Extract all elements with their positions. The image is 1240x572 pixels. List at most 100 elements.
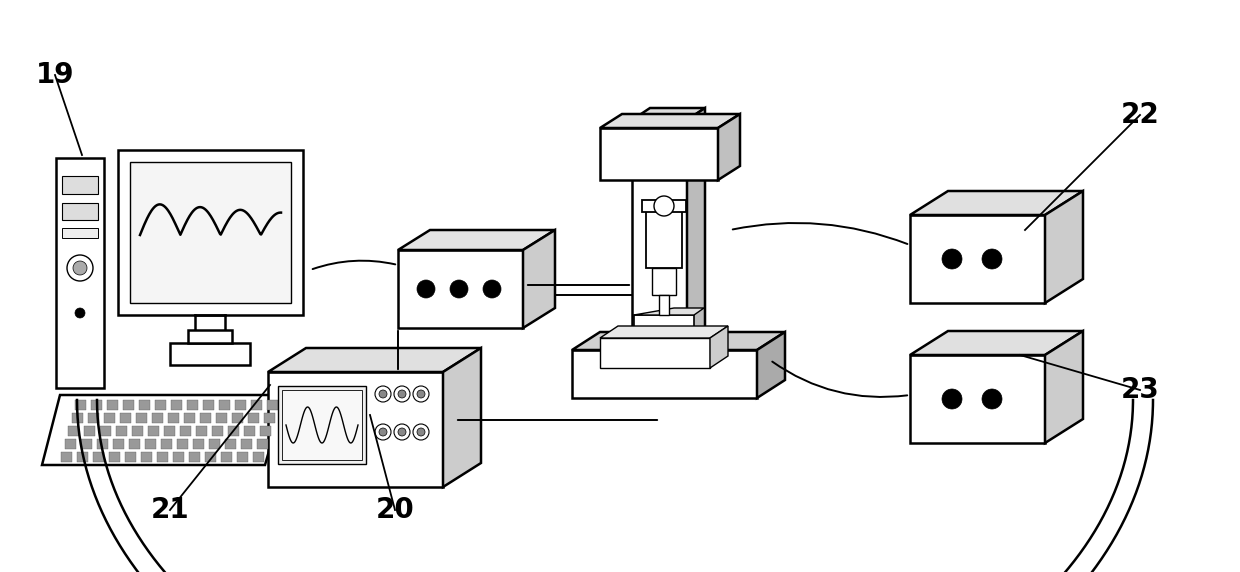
Polygon shape: [167, 413, 179, 423]
Polygon shape: [910, 215, 1045, 303]
Polygon shape: [72, 413, 83, 423]
Polygon shape: [236, 400, 246, 410]
Text: 23: 23: [1121, 376, 1159, 404]
Polygon shape: [129, 439, 139, 449]
Polygon shape: [910, 331, 1083, 355]
Circle shape: [374, 386, 391, 402]
Polygon shape: [62, 228, 98, 238]
Polygon shape: [77, 452, 88, 462]
Polygon shape: [42, 395, 285, 465]
Polygon shape: [139, 400, 150, 410]
Polygon shape: [188, 330, 232, 343]
Polygon shape: [64, 439, 76, 449]
Polygon shape: [91, 400, 102, 410]
Polygon shape: [572, 332, 785, 350]
Polygon shape: [119, 413, 130, 423]
Circle shape: [74, 308, 86, 318]
Text: 20: 20: [376, 496, 414, 524]
Polygon shape: [248, 413, 258, 423]
Polygon shape: [219, 400, 229, 410]
Polygon shape: [200, 413, 211, 423]
Polygon shape: [61, 452, 72, 462]
Polygon shape: [97, 439, 108, 449]
Polygon shape: [910, 355, 1045, 443]
Circle shape: [67, 255, 93, 281]
Polygon shape: [658, 295, 670, 315]
Polygon shape: [131, 426, 143, 436]
Polygon shape: [263, 413, 274, 423]
Polygon shape: [278, 386, 366, 464]
Polygon shape: [237, 452, 248, 462]
Polygon shape: [148, 426, 159, 436]
Polygon shape: [600, 114, 740, 128]
Polygon shape: [135, 413, 146, 423]
Circle shape: [398, 428, 405, 436]
Polygon shape: [257, 439, 268, 449]
Polygon shape: [1045, 191, 1083, 303]
Polygon shape: [174, 452, 184, 462]
Polygon shape: [113, 439, 124, 449]
Polygon shape: [184, 413, 195, 423]
Polygon shape: [171, 400, 182, 410]
Circle shape: [417, 280, 435, 298]
Polygon shape: [109, 452, 120, 462]
Polygon shape: [125, 452, 136, 462]
Polygon shape: [68, 426, 79, 436]
Polygon shape: [634, 308, 704, 315]
Polygon shape: [250, 400, 262, 410]
Polygon shape: [1045, 331, 1083, 443]
Polygon shape: [157, 452, 167, 462]
Polygon shape: [756, 332, 785, 398]
Polygon shape: [632, 108, 706, 120]
Polygon shape: [232, 413, 243, 423]
Polygon shape: [203, 400, 215, 410]
Circle shape: [398, 390, 405, 398]
Polygon shape: [170, 343, 250, 365]
Polygon shape: [81, 439, 92, 449]
Polygon shape: [62, 203, 98, 220]
Polygon shape: [155, 400, 166, 410]
Circle shape: [413, 386, 429, 402]
Polygon shape: [123, 400, 134, 410]
Polygon shape: [221, 452, 232, 462]
Polygon shape: [160, 439, 171, 449]
Polygon shape: [634, 315, 694, 340]
Polygon shape: [398, 250, 523, 328]
Polygon shape: [711, 326, 728, 368]
Polygon shape: [88, 413, 98, 423]
Polygon shape: [74, 400, 86, 410]
Text: 19: 19: [36, 61, 74, 89]
Polygon shape: [632, 120, 687, 390]
Polygon shape: [84, 426, 95, 436]
Polygon shape: [176, 439, 187, 449]
Text: 21: 21: [151, 496, 190, 524]
Polygon shape: [253, 452, 264, 462]
Polygon shape: [228, 426, 239, 436]
Polygon shape: [103, 413, 114, 423]
Polygon shape: [281, 390, 362, 460]
Polygon shape: [523, 230, 556, 328]
Polygon shape: [180, 426, 191, 436]
Polygon shape: [151, 413, 162, 423]
Polygon shape: [241, 439, 252, 449]
Polygon shape: [187, 400, 198, 410]
Polygon shape: [687, 108, 706, 390]
Polygon shape: [100, 426, 112, 436]
Circle shape: [413, 424, 429, 440]
Polygon shape: [642, 200, 686, 212]
Polygon shape: [268, 348, 481, 372]
Polygon shape: [244, 426, 255, 436]
Circle shape: [394, 424, 410, 440]
Polygon shape: [62, 176, 98, 194]
Circle shape: [484, 280, 501, 298]
Polygon shape: [718, 114, 740, 180]
Circle shape: [653, 196, 675, 216]
Circle shape: [417, 428, 425, 436]
Circle shape: [379, 390, 387, 398]
Polygon shape: [398, 230, 556, 250]
Polygon shape: [205, 452, 216, 462]
Circle shape: [450, 280, 467, 298]
Polygon shape: [130, 162, 291, 303]
Polygon shape: [910, 191, 1083, 215]
Circle shape: [942, 389, 962, 409]
